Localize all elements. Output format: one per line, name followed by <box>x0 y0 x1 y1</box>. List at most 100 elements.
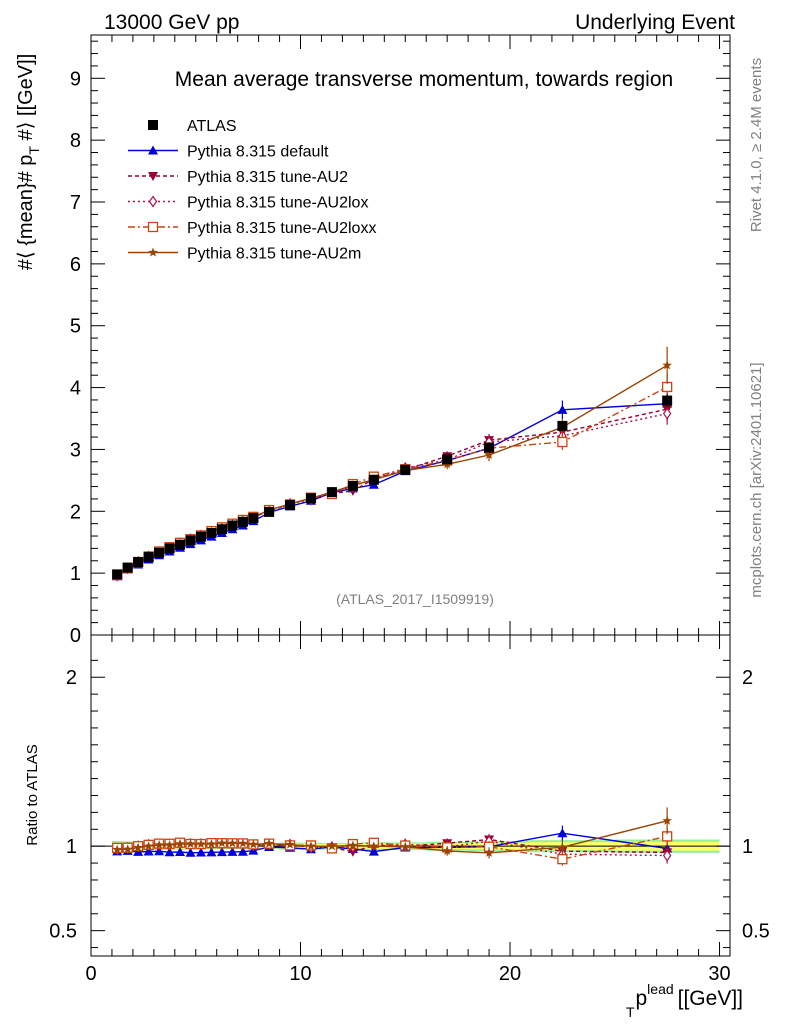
data-point <box>557 420 568 431</box>
y-tick-label: 7 <box>70 192 81 214</box>
axis-ticks: 0 10 20 30 0 1 2 3 4 5 6 7 8 9 0.5 0.5 1 1 2 2 <box>49 35 770 985</box>
ratio-point-au2m <box>264 838 274 848</box>
ratio-point-default <box>368 846 379 856</box>
data-point <box>133 557 144 568</box>
ratio-point-au2m <box>557 842 568 852</box>
ratio-point-au2m <box>400 841 410 851</box>
data-point <box>175 539 186 550</box>
header-left: 13000 GeV pp <box>104 11 239 34</box>
ratio-tick-label-right: 1 <box>742 836 753 858</box>
mcplots-credit-text: mcplots.cern.ch [arXiv:2401.10621] <box>748 362 765 597</box>
legend-label-default: Pythia 8.315 default <box>187 144 329 161</box>
data-point <box>248 513 259 524</box>
ratio-point-au2m <box>348 840 358 850</box>
ratio-point-default <box>175 846 186 856</box>
ratio-tick-label-right: 2 <box>742 667 753 689</box>
x-tick-label: 20 <box>499 963 521 985</box>
ratio-point-au2m <box>154 839 164 849</box>
data-point <box>195 531 206 542</box>
y-tick-label: 4 <box>70 378 81 400</box>
series-layer <box>112 346 673 582</box>
ratio-point-au2m <box>238 838 248 848</box>
ratio-point-au2m <box>217 838 227 848</box>
ratio-point-default <box>195 847 206 857</box>
ratio-point-au2m <box>112 844 122 854</box>
series-line-au2lox <box>116 412 668 577</box>
ratio-point-au2m <box>285 839 295 849</box>
y-axis-label-pre: #⟨ {mean}# p <box>15 155 37 271</box>
data-point <box>400 464 411 475</box>
ratio-point-default <box>227 846 238 856</box>
series-point-au2m <box>484 450 494 459</box>
data-point <box>216 524 227 535</box>
x-axis-label-sub: T <box>626 1004 635 1020</box>
x-axis-label-sup: lead <box>647 981 673 997</box>
data-point <box>237 516 248 527</box>
ratio-point-au2m <box>248 839 259 849</box>
legend-label-au2: Pythia 8.315 tune-AU2 <box>187 169 348 186</box>
data-point <box>305 493 316 504</box>
x-axis-label: plead [[GeV]] <box>635 981 743 1010</box>
ratio-point-default <box>237 846 248 856</box>
ratio-point-default <box>216 847 227 857</box>
data-point <box>185 535 196 546</box>
data-point <box>368 474 379 485</box>
ratio-plot-frame <box>90 634 731 957</box>
rivet-version-text: Rivet 4.1.0, ≥ 2.4M events <box>748 58 765 232</box>
legend-marker-au2m <box>148 247 158 257</box>
data-point <box>347 480 358 491</box>
legend-label-au2loxx: Pythia 8.315 tune-AU2loxx <box>187 220 376 237</box>
y-tick-label: 6 <box>70 254 81 276</box>
ratio-point-default <box>206 847 217 857</box>
x-tick-label: 10 <box>289 963 311 985</box>
series-line-au2 <box>116 408 668 577</box>
x-axis-label-unit: [[GeV]] <box>678 987 743 1010</box>
series-point-default <box>557 404 568 414</box>
y-tick-label: 5 <box>70 316 81 338</box>
legend-label-au2lox: Pythia 8.315 tune-AU2lox <box>187 195 368 212</box>
legend-marker-au2loxx <box>147 221 159 233</box>
ratio-point-au2lox <box>662 849 672 862</box>
ratio-point-au2m <box>196 839 206 849</box>
x-tick-label: 30 <box>708 963 730 985</box>
data-point <box>154 547 165 558</box>
ratio-tick-label-right: 0.5 <box>742 921 770 943</box>
data-point <box>442 454 453 465</box>
y-axis-label: #⟨ {mean}# pT #⟩ [[GeV]] <box>15 54 42 271</box>
series-line-default <box>116 403 668 577</box>
x-tick-label: 0 <box>85 963 96 985</box>
ratio-point-default <box>164 847 175 857</box>
ratio-point-au2loxx <box>557 854 568 865</box>
data-point <box>164 543 175 554</box>
x-axis-label-main: p <box>635 987 647 1010</box>
data-point <box>484 442 495 453</box>
ratio-point-au2m <box>484 847 494 857</box>
ratio-point-au2m <box>327 841 337 851</box>
legend-marker-au2 <box>148 172 158 181</box>
data-point <box>112 569 123 580</box>
ratio-point-default <box>185 847 196 857</box>
y-tick-label: 2 <box>70 501 81 523</box>
y-tick-label: 8 <box>70 130 81 152</box>
ratio-point-au2m <box>442 845 452 855</box>
ratio-point-au2m <box>143 841 154 851</box>
data-point <box>285 500 296 511</box>
y-tick-label: 0 <box>70 625 81 647</box>
y-axis-label-post: #⟩ [[GeV]] <box>15 54 37 146</box>
y-tick-label: 1 <box>70 563 81 585</box>
data-point <box>326 487 337 498</box>
legend-marker-atlas <box>148 120 158 130</box>
data-point <box>206 527 217 538</box>
header-right: Underlying Event <box>575 11 735 34</box>
data-point <box>662 395 673 406</box>
data-point <box>122 562 133 573</box>
ratio-point-default <box>557 828 568 838</box>
y-tick-label: 3 <box>70 439 81 461</box>
ratio-point-au2m <box>306 841 316 851</box>
ratio-y-axis-label: Ratio to ATLAS <box>24 744 41 845</box>
series-point-au2loxx <box>557 436 568 448</box>
ratio-point-au2m <box>227 838 238 848</box>
series-point-au2m <box>662 360 672 370</box>
ratio-point-au2m <box>122 844 133 854</box>
